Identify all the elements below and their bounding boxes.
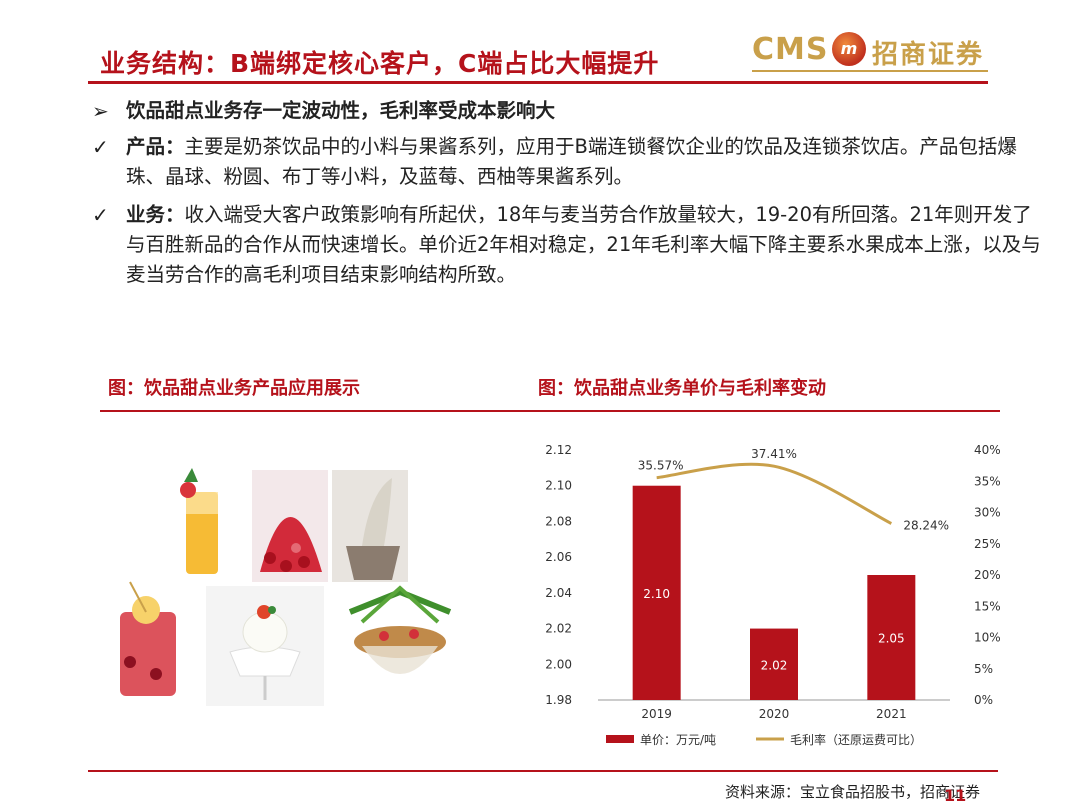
- bullet-list: ➢ 饮品甜点业务存一定波动性，毛利率受成本影响大 ✓ 产品：主要是奶茶饮品中的小…: [92, 96, 1042, 298]
- footer-divider: [88, 770, 998, 772]
- bullet-summary-text: 饮品甜点业务存一定波动性，毛利率受成本影响大: [126, 99, 556, 122]
- y-right-tick-label: 10%: [974, 631, 1001, 645]
- x-tick-label: 2020: [759, 707, 790, 721]
- logo-cms-text: CMS: [752, 32, 829, 67]
- y-left-tick-label: 1.98: [545, 693, 572, 707]
- y-right-tick-label: 5%: [974, 662, 993, 676]
- title-divider: [88, 81, 988, 84]
- logo-underline: [752, 70, 988, 72]
- bullet-product-head: 产品：: [126, 135, 185, 158]
- check-icon: ✓: [92, 135, 109, 159]
- y-right-tick-label: 35%: [974, 474, 1001, 488]
- line-data-label: 35.57%: [638, 459, 684, 473]
- y-right-tick-label: 25%: [974, 537, 1001, 551]
- bar-2021: [867, 575, 916, 700]
- product-photo-drawing: [120, 468, 452, 706]
- chart-canvas: 1.98 2.00 2.02 2.04 2.06 2.08 2.10 2.12 0% 5% 10% 1…: [545, 443, 1001, 747]
- legend-bar-label: 单价：万元/吨: [640, 733, 716, 747]
- red-fruit-drink-photo: [120, 581, 176, 696]
- y-left-tick-label: 2.12: [545, 443, 572, 457]
- bullet-product-text: 主要是奶茶饮品中的小料与果酱系列，应用于B端连锁餐饮企业的饮品及连锁茶饮店。产品…: [126, 135, 1017, 188]
- brand-logo: CMS m 招商证券: [752, 30, 992, 74]
- nut-dessert-photo: [348, 585, 452, 674]
- red-dessert-photo: [252, 470, 328, 582]
- figure-divider: [100, 410, 1000, 412]
- left-figure-title: 图：饮品甜点业务产品应用展示: [108, 378, 360, 399]
- bar-data-label: 2.05: [878, 632, 905, 646]
- bullet-product: ✓ 产品：主要是奶茶饮品中的小料与果酱系列，应用于B端连锁餐饮企业的饮品及连锁茶…: [92, 132, 1042, 192]
- logo-company-name: 招商证券: [872, 40, 985, 70]
- y-left-tick-label: 2.00: [545, 657, 572, 671]
- pudding-cup-photo: [332, 470, 408, 582]
- white-pudding-photo: [206, 586, 324, 706]
- y-left-tick-label: 2.10: [545, 479, 572, 493]
- y-left-tick-label: 2.02: [545, 622, 572, 636]
- legend-bar-swatch: [606, 735, 634, 743]
- line-data-label: 28.24%: [903, 519, 949, 533]
- check-icon: ✓: [92, 203, 109, 227]
- bar-data-label: 2.02: [761, 658, 788, 672]
- y-right-tick-label: 20%: [974, 568, 1001, 582]
- y-left-tick-label: 2.04: [545, 586, 572, 600]
- legend-line-label: 毛利率（还原运费可比）: [790, 732, 922, 747]
- bullet-summary: ➢ 饮品甜点业务存一定波动性，毛利率受成本影响大: [92, 96, 1042, 126]
- y-right-tick-label: 30%: [974, 506, 1001, 520]
- line-data-label: 37.41%: [751, 447, 797, 461]
- orange-drink-photo: [180, 468, 218, 574]
- price-margin-chart: 1.98 2.00 2.02 2.04 2.06 2.08 2.10 2.12 0% 5% 10% 1…: [520, 430, 1010, 760]
- bullet-business-text: 收入端受大客户政策影响有所起伏，18年与麦当劳合作放量较大，19-20有所回落。…: [126, 203, 1041, 286]
- bar-2019: [632, 485, 681, 700]
- bar-2020: [750, 628, 798, 700]
- x-tick-label: 2019: [641, 707, 672, 721]
- y-left-tick-label: 2.08: [545, 514, 572, 528]
- right-figure-title: 图：饮品甜点业务单价与毛利率变动: [538, 378, 826, 399]
- page-number: 11: [944, 786, 967, 805]
- arrow-bullet-icon: ➢: [92, 99, 109, 123]
- page-title: 业务结构：B端绑定核心客户，C端占比大幅提升: [100, 49, 660, 78]
- logo-emblem-icon: m: [832, 32, 866, 66]
- bar-data-label: 2.10: [643, 587, 670, 601]
- y-right-tick-label: 40%: [974, 443, 1001, 457]
- y-right-tick-label: 15%: [974, 599, 1001, 613]
- source-note: 资料来源：宝立食品招股书，招商证券: [724, 783, 980, 801]
- bullet-business-head: 业务：: [126, 203, 185, 226]
- bullet-business: ✓ 业务：收入端受大客户政策影响有所起伏，18年与麦当劳合作放量较大，19-20…: [92, 200, 1042, 290]
- y-left-tick-label: 2.06: [545, 550, 572, 564]
- product-photo-collage: [100, 462, 480, 712]
- x-tick-label: 2021: [876, 707, 907, 721]
- margin-line: [656, 462, 892, 525]
- y-right-tick-label: 0%: [974, 693, 993, 707]
